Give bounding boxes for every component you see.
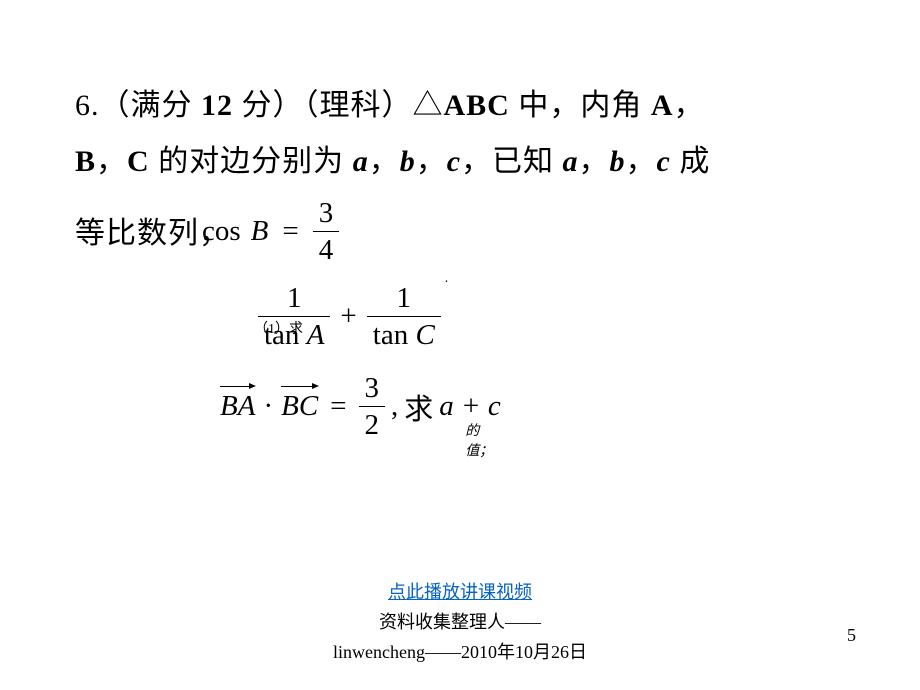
a-plus-c: a + c (439, 390, 500, 422)
vector-BC: BC (281, 390, 318, 423)
dot-marker: · (444, 274, 449, 292)
cos-text: cos (202, 215, 241, 248)
side-c: c (447, 145, 461, 178)
numerator: 3 (313, 195, 340, 232)
equation-tan-sum: 1 tan A （1）求 + 1 · tan C (258, 280, 441, 354)
text: ， (579, 145, 610, 178)
numerator: 3 (359, 370, 386, 407)
text: ， (674, 89, 705, 122)
num-1: 1 (397, 282, 412, 314)
text: 6.（满分 (75, 89, 201, 122)
numerator: 1 · (367, 280, 441, 317)
fraction-3-4: 3 4 (313, 195, 340, 269)
text: ， (416, 145, 447, 178)
vector-BA: BA (220, 390, 255, 423)
equals: = (282, 215, 298, 248)
text: ， (369, 145, 400, 178)
result: a + c 的值； (439, 390, 500, 423)
text: 成 (671, 145, 711, 178)
side-a2: a (563, 145, 579, 178)
var-A: A (307, 319, 325, 351)
value-label: 的值； (465, 420, 500, 460)
side-b2: b (610, 145, 626, 178)
problem-line-2: B，C 的对边分别为 a，b，c，已知 a，b，c 成 (75, 134, 845, 190)
qiu-text: 求 (404, 386, 433, 428)
text: ，已知 (461, 145, 563, 178)
fraction-3-2: 3 2 (359, 370, 386, 444)
tan-text: tan (373, 319, 408, 351)
text: ， (96, 145, 127, 178)
credit-line-2: linwencheng——2010年10月26日 (0, 638, 920, 664)
points: 12 (201, 89, 233, 122)
fraction-1-tanA: 1 tan A （1）求 (258, 280, 330, 354)
side-b: b (400, 145, 416, 178)
angle-a: A (651, 89, 674, 122)
dot: · (263, 390, 273, 423)
video-link[interactable]: 点此播放讲课视频 (0, 578, 920, 604)
plus: + (340, 300, 356, 333)
angle-b: B (75, 145, 96, 178)
page-number: 5 (847, 625, 856, 646)
problem-line-3: 等比数列， (75, 206, 845, 262)
equation-vector: BA · BC = 3 2 , 求 a + c 的值； (220, 370, 501, 444)
credit-line-1: 资料收集整理人—— (0, 608, 920, 634)
numerator: 1 (258, 280, 330, 317)
comma: , (391, 390, 398, 423)
problem-line-1: 6.（满分 12 分）（理科）△ABC 中，内角 A， (75, 78, 845, 134)
var-C: C (415, 319, 434, 351)
text: ， (626, 145, 657, 178)
equation-cosB: cos B = 3 4 (202, 195, 339, 269)
var-B: B (251, 215, 269, 248)
denominator: tan C (367, 317, 441, 353)
slide-footer: 点此播放讲课视频 资料收集整理人—— linwencheng——2010年10月… (0, 578, 920, 664)
text: 的对边分别为 (150, 145, 353, 178)
denominator: 4 (313, 232, 340, 268)
problem-text: 6.（满分 12 分）（理科）△ABC 中，内角 A， B，C 的对边分别为 a… (75, 78, 845, 262)
text: 分）（理科）△ (233, 89, 444, 122)
denominator: 2 (359, 407, 386, 443)
text: 中，内角 (510, 89, 651, 122)
triangle-name: ABC (444, 89, 510, 122)
side-a: a (353, 145, 369, 178)
fraction-1-tanC: 1 · tan C (367, 280, 441, 354)
part1-label: （1）求 (254, 318, 303, 338)
angle-c: C (127, 145, 150, 178)
side-c2: c (657, 145, 671, 178)
equals: = (330, 390, 346, 423)
